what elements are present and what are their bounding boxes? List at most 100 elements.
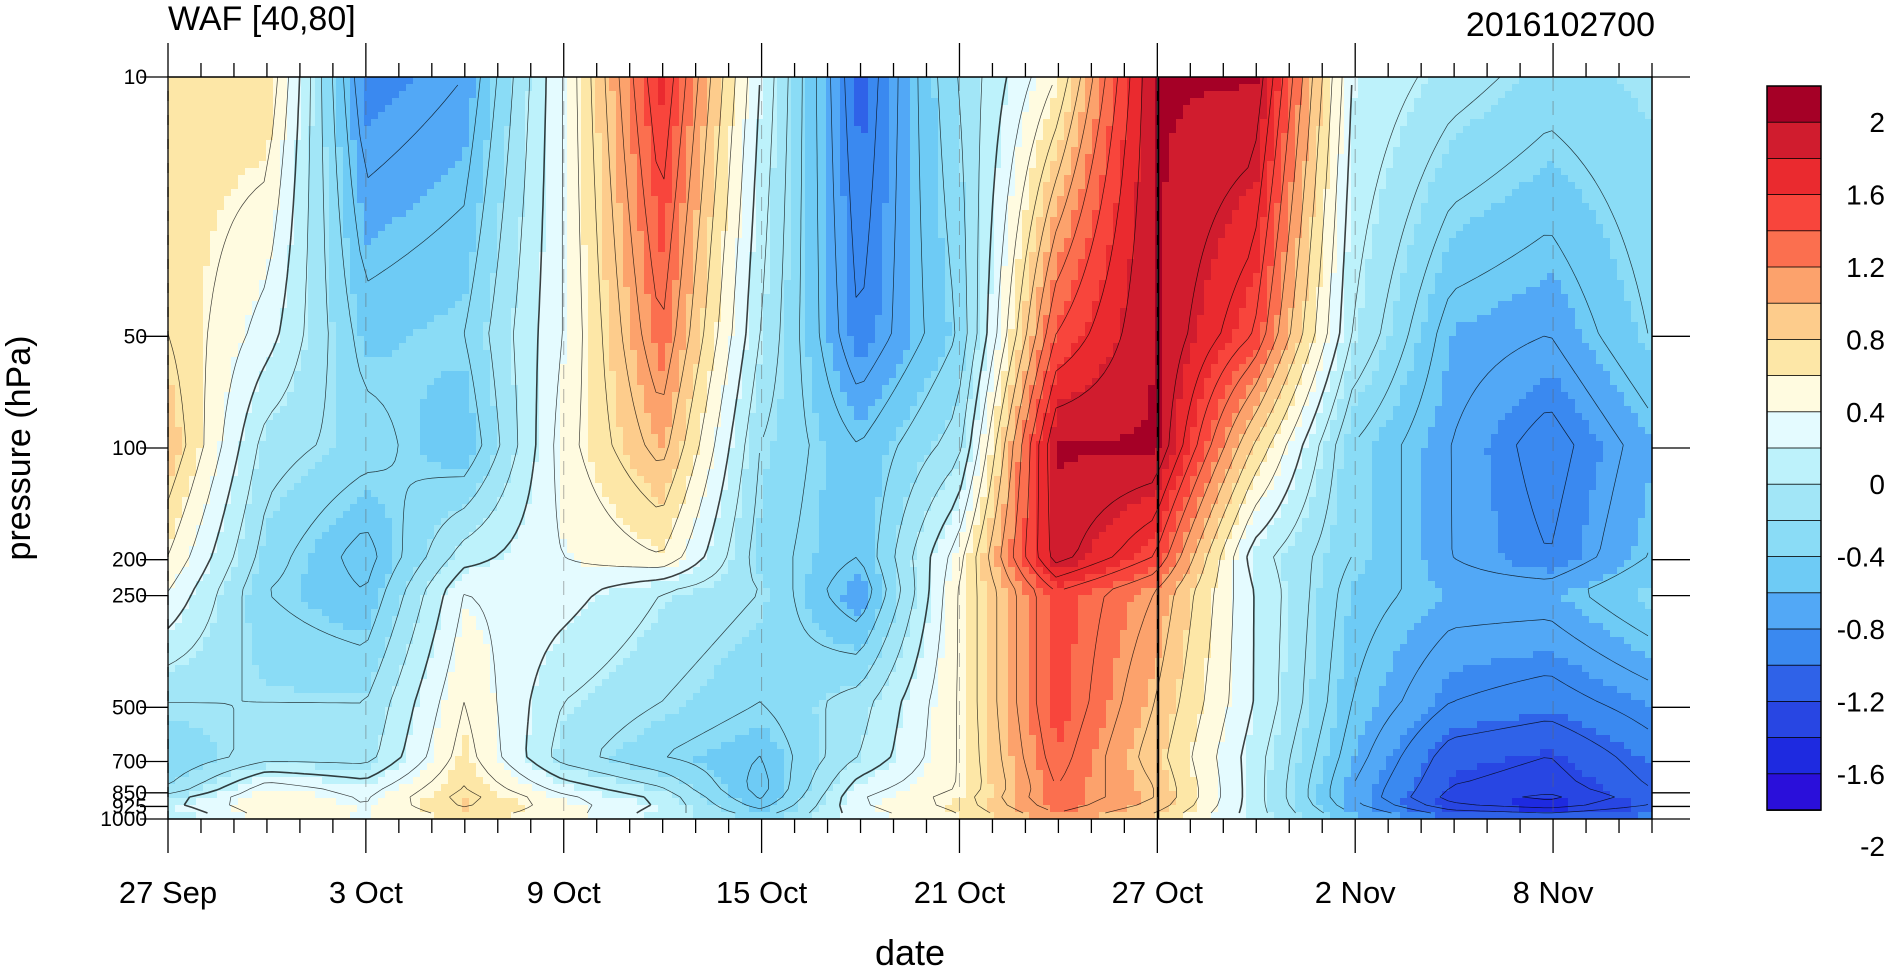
field-cell (294, 280, 302, 288)
field-cell (378, 357, 386, 365)
field-cell (385, 175, 393, 183)
field-cell (364, 602, 372, 610)
field-cell (189, 420, 197, 428)
field-cell (350, 287, 358, 295)
field-cell (280, 154, 288, 162)
field-cell (441, 350, 449, 358)
field-cell (203, 364, 211, 372)
field-cell (315, 721, 323, 729)
field-cell (322, 658, 330, 666)
field-cell (175, 700, 183, 708)
field-cell (168, 84, 176, 92)
field-cell (252, 518, 260, 526)
field-cell (280, 651, 288, 659)
field-cell (497, 175, 505, 183)
field-cell (245, 665, 253, 673)
field-cell (392, 665, 400, 673)
field-cell (406, 91, 414, 99)
field-cell (210, 357, 218, 365)
field-cell (336, 231, 344, 239)
field-cell (371, 140, 379, 148)
field-cell (168, 392, 176, 400)
field-cell (378, 105, 386, 113)
field-cell (469, 714, 477, 722)
field-cell (483, 581, 491, 589)
field-cell (343, 392, 351, 400)
field-cell (364, 371, 372, 379)
field-cell (350, 483, 358, 491)
field-cell (413, 280, 421, 288)
field-cell (217, 728, 225, 736)
field-cell (413, 189, 421, 197)
field-cell (476, 567, 484, 575)
field-cell (336, 714, 344, 722)
field-cell (175, 126, 183, 134)
field-cell (420, 651, 428, 659)
field-cell (252, 735, 260, 743)
field-cell (350, 126, 358, 134)
field-cell (483, 455, 491, 463)
field-cell (203, 735, 211, 743)
field-cell (210, 707, 218, 715)
field-cell (385, 224, 393, 232)
field-cell (175, 140, 183, 148)
field-cell (427, 448, 435, 456)
field-cell (217, 749, 225, 757)
field-cell (378, 714, 386, 722)
field-cell (210, 77, 218, 85)
field-cell (266, 224, 274, 232)
field-cell (322, 623, 330, 631)
field-cell (315, 525, 323, 533)
field-cell (490, 196, 498, 204)
field-cell (364, 434, 372, 442)
field-cell (259, 525, 267, 533)
field-cell (301, 504, 309, 512)
field-cell (168, 371, 176, 379)
field-cell (224, 644, 232, 652)
field-cell (413, 518, 421, 526)
field-cell (420, 168, 428, 176)
field-cell (259, 231, 267, 239)
field-cell (238, 266, 246, 274)
field-cell (476, 798, 484, 806)
field-cell (245, 539, 253, 547)
field-cell (385, 658, 393, 666)
field-cell (259, 448, 267, 456)
field-cell (280, 791, 288, 799)
field-cell (308, 308, 316, 316)
field-cell (266, 203, 274, 211)
field-cell (448, 728, 456, 736)
field-cell (490, 784, 498, 792)
field-cell (231, 294, 239, 302)
field-cell (182, 175, 190, 183)
field-cell (189, 525, 197, 533)
field-cell (175, 588, 183, 596)
field-cell (378, 119, 386, 127)
field-cell (210, 350, 218, 358)
field-cell (280, 476, 288, 484)
field-cell (343, 602, 351, 610)
field-cell (469, 126, 477, 134)
field-cell (224, 77, 232, 85)
field-cell (434, 84, 442, 92)
field-cell (455, 217, 463, 225)
field-cell (490, 224, 498, 232)
field-cell (273, 728, 281, 736)
field-cell (413, 420, 421, 428)
field-cell (490, 798, 498, 806)
field-cell (490, 119, 498, 127)
field-cell (182, 665, 190, 673)
field-cell (294, 511, 302, 519)
field-cell (413, 497, 421, 505)
field-cell (441, 497, 449, 505)
field-cell (413, 371, 421, 379)
field-cell (259, 602, 267, 610)
field-cell (483, 742, 491, 750)
field-cell (448, 469, 456, 477)
field-cell (448, 175, 456, 183)
field-cell (168, 287, 176, 295)
field-cell (252, 105, 260, 113)
field-cell (490, 336, 498, 344)
field-cell (273, 637, 281, 645)
field-cell (420, 329, 428, 337)
